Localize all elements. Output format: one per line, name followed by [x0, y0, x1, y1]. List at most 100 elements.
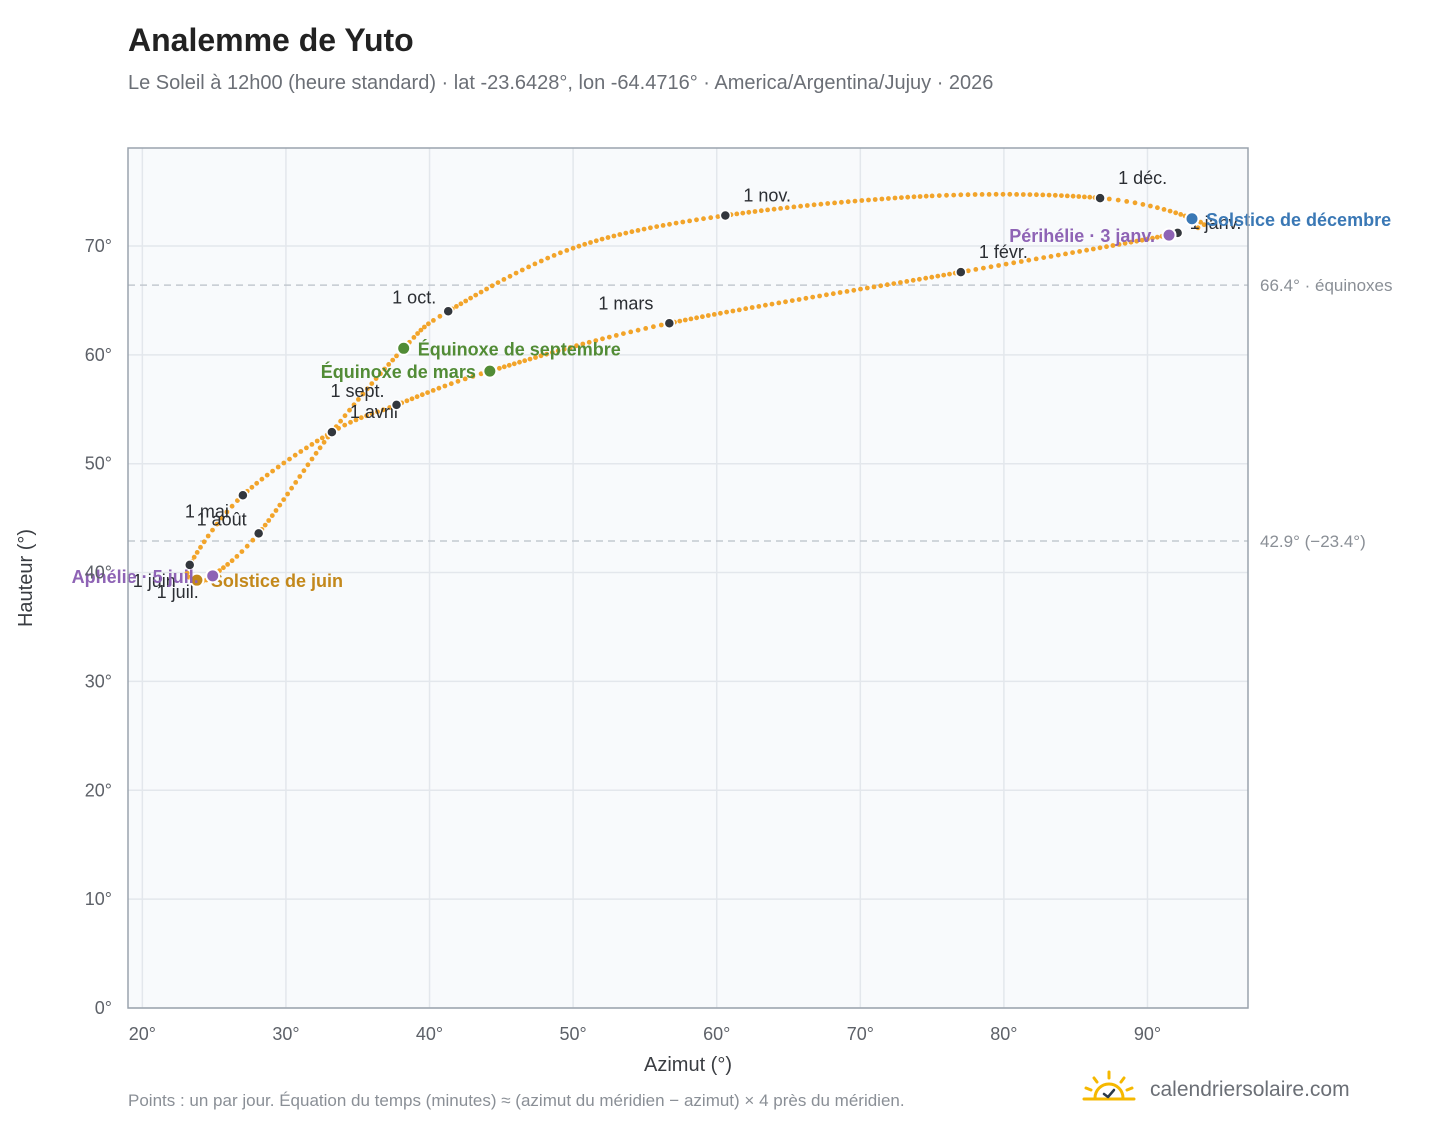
- month-label: 1 nov.: [743, 185, 791, 205]
- daily-sun-position: [884, 282, 890, 288]
- daily-sun-position: [1003, 261, 1009, 267]
- daily-sun-position: [965, 192, 971, 198]
- daily-sun-position: [281, 460, 287, 466]
- daily-sun-position: [287, 456, 292, 462]
- daily-sun-position: [1090, 246, 1096, 252]
- daily-sun-position: [858, 286, 863, 292]
- daily-sun-position: [462, 376, 468, 382]
- daily-sun-position: [1041, 255, 1047, 260]
- brand-logo[interactable]: calendriersolaire.com: [1082, 1070, 1350, 1109]
- daily-sun-position: [1128, 239, 1134, 245]
- daily-sun-position: [824, 292, 829, 298]
- daily-sun-position: [899, 195, 904, 201]
- daily-sun-position: [567, 345, 573, 350]
- daily-sun-position: [776, 300, 782, 306]
- daily-sun-position: [898, 280, 903, 285]
- axis-ticks: 20° 30° 40° 50° 60° 70° 80° 90° 0° 10° 20° 30° 40° 50…: [85, 236, 1161, 1044]
- daily-sun-position: [818, 201, 824, 207]
- daily-sun-position: [1082, 194, 1087, 200]
- daily-sun-position: [718, 310, 723, 316]
- daily-sun-position: [580, 341, 586, 347]
- daily-sun-position: [386, 362, 392, 367]
- y-tick-label: 10°: [85, 889, 112, 909]
- daily-sun-position: [635, 228, 641, 233]
- x-tick-label: 40°: [416, 1024, 443, 1044]
- daily-sun-position: [1070, 193, 1076, 199]
- daily-sun-position: [224, 509, 230, 515]
- brand-name: calendriersolaire.com: [1150, 1077, 1350, 1101]
- daily-sun-position: [489, 283, 495, 289]
- daily-sun-position: [951, 192, 957, 198]
- daily-sun-position: [201, 539, 207, 545]
- daily-sun-position: [574, 343, 579, 349]
- daily-sun-position: [613, 333, 619, 338]
- daily-sun-position: [309, 442, 315, 447]
- month-label: 1 mai: [185, 501, 229, 521]
- daily-sun-position: [418, 327, 424, 333]
- daily-sun-position: [358, 415, 364, 421]
- daily-sun-position: [651, 324, 656, 330]
- daily-sun-position: [905, 194, 911, 200]
- daily-sun-position: [929, 274, 935, 280]
- daily-sun-position: [266, 518, 272, 523]
- daily-sun-position: [273, 508, 279, 513]
- daily-sun-position: [305, 462, 311, 468]
- daily-sun-position: [752, 209, 758, 214]
- daily-sun-position: [313, 450, 319, 456]
- daily-sun-position: [758, 208, 764, 214]
- daily-sun-position: [532, 261, 538, 267]
- event-label: Solstice de juin: [211, 571, 343, 591]
- y-tick-label: 70°: [85, 236, 112, 256]
- daily-sun-position: [442, 383, 448, 389]
- daily-sun-position: [724, 309, 729, 315]
- daily-sun-position: [879, 196, 885, 202]
- daily-sun-position: [426, 321, 431, 327]
- daily-sun-position: [935, 273, 941, 279]
- daily-sun-position: [254, 480, 260, 486]
- daily-sun-position: [558, 250, 563, 256]
- daily-sun-position: [817, 293, 822, 299]
- daily-sun-position: [680, 219, 686, 225]
- daily-sun-position: [1132, 200, 1138, 206]
- daily-sun-position: [229, 558, 235, 564]
- daily-sun-position: [550, 350, 555, 355]
- daily-sun-position: [478, 371, 484, 377]
- daily-sun-position: [621, 331, 626, 336]
- daily-sun-position: [730, 308, 736, 314]
- daily-sun-position: [551, 253, 557, 258]
- sun-check-logo-icon: [1082, 1070, 1136, 1109]
- daily-sun-position: [771, 206, 777, 212]
- daily-sun-position: [414, 394, 420, 400]
- plot-area: [128, 148, 1248, 1008]
- daily-sun-position: [484, 286, 489, 292]
- month-marker: [442, 305, 454, 318]
- y-tick-label: 50°: [85, 454, 112, 474]
- daily-sun-position: [468, 295, 473, 301]
- month-label: 1 févr.: [979, 242, 1028, 262]
- daily-sun-position: [259, 476, 265, 482]
- daily-sun-position: [356, 397, 361, 402]
- daily-sun-position: [522, 358, 528, 364]
- daily-sun-position: [694, 315, 699, 321]
- daily-sun-position: [285, 491, 290, 497]
- daily-sun-position: [198, 544, 203, 550]
- daily-sun-position: [1201, 222, 1207, 228]
- daily-sun-position: [708, 215, 714, 221]
- daily-sun-position: [506, 362, 512, 368]
- daily-sun-position: [1167, 208, 1173, 214]
- daily-sun-position: [458, 301, 464, 307]
- daily-sun-position: [1173, 210, 1179, 216]
- daily-sun-position: [511, 361, 517, 367]
- month-label: 1 sept.: [330, 381, 384, 401]
- daily-sun-position: [210, 527, 215, 533]
- y-tick-label: 60°: [85, 345, 112, 365]
- daily-sun-position: [825, 201, 831, 206]
- daily-sun-position: [411, 335, 417, 340]
- daily-sun-position: [1033, 256, 1039, 262]
- daily-sun-position: [1046, 192, 1052, 198]
- daily-sun-position: [1018, 259, 1024, 264]
- daily-sun-position: [803, 295, 809, 301]
- daily-sun-position: [221, 565, 226, 571]
- daily-sun-position: [700, 314, 705, 320]
- daily-sun-position: [1034, 192, 1039, 198]
